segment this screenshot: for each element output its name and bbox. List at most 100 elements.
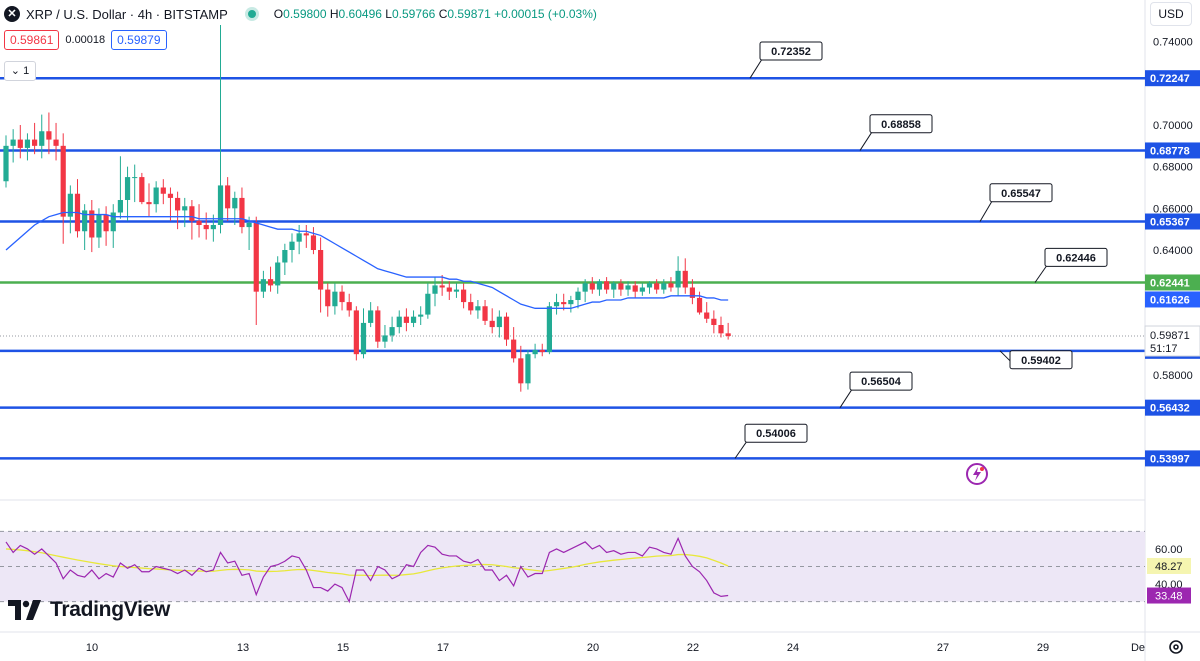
price-tick-label: 0.70000: [1153, 120, 1193, 132]
tradingview-logo-icon: [8, 600, 41, 620]
candle-body: [668, 283, 674, 288]
candle-body: [153, 187, 159, 205]
candle-body: [568, 300, 574, 305]
candle-body: [518, 358, 524, 384]
time-tick-label: 17: [437, 642, 449, 654]
candle-body: [439, 285, 445, 288]
candle-body: [303, 233, 309, 236]
time-tick-label: 22: [687, 642, 699, 654]
time-tick-label: 13: [237, 642, 249, 654]
level-price-tag: [1145, 274, 1200, 291]
lightning-icon[interactable]: [966, 463, 988, 485]
candle-body: [410, 316, 417, 323]
level-price-label: 0.53997: [1150, 453, 1190, 465]
level-price-label: 0.62441: [1150, 277, 1190, 289]
candle-body: [425, 293, 431, 315]
price-callout: [849, 371, 913, 391]
candle-body: [82, 210, 88, 232]
ohlc-open: 0.59800: [283, 7, 327, 21]
candle-body: [267, 279, 274, 286]
candle-body: [468, 302, 474, 311]
time-tick-label: 27: [937, 642, 949, 654]
level-price-tag: [1145, 70, 1200, 87]
currency-button[interactable]: USD: [1150, 2, 1192, 26]
price-callout: [744, 423, 808, 443]
candle-body: [203, 225, 209, 230]
ohlc-low: 0.59766: [391, 7, 436, 21]
price-callout: [759, 41, 823, 61]
level-price-label: 0.56432: [1150, 403, 1190, 415]
rsi-tick-label: 60.00: [1155, 544, 1183, 556]
countdown-label: 51:17: [1150, 343, 1178, 355]
price-callout-label: 0.72352: [771, 46, 811, 58]
symbol-title[interactable]: XRP / U.S. Dollar · 4h · BITSTAMP: [26, 6, 228, 22]
indicators-toggle-button[interactable]: ⌄ 1: [4, 61, 36, 81]
candle-body: [225, 185, 231, 209]
last-price-tag: [1144, 325, 1200, 357]
candle-body: [346, 302, 352, 311]
quote-panel: 0.59861 0.00018 0.59879: [4, 30, 167, 50]
candle-body: [632, 285, 638, 292]
candle-body: [553, 302, 560, 307]
ma-price-tag: [1145, 291, 1200, 308]
candle-body: [275, 262, 281, 286]
price-callout: [989, 183, 1053, 203]
price-callout-label: 0.54006: [756, 428, 796, 440]
ohlc-close: 0.59871: [447, 7, 491, 21]
candle-body: [418, 314, 424, 317]
candle-body: [453, 289, 460, 292]
ohlc-change: +0.00015 (+0.03%): [494, 7, 597, 21]
candle-body: [639, 287, 645, 292]
candle-body: [246, 222, 252, 228]
rsi-value-tag: [1147, 587, 1191, 604]
candle-body: [117, 200, 123, 213]
candle-body: [489, 320, 495, 328]
candle-body: [17, 139, 23, 148]
candle-body: [375, 310, 381, 342]
sell-button[interactable]: 0.59861: [4, 30, 60, 50]
candle-body: [689, 287, 695, 298]
candle-body: [139, 177, 145, 203]
candle-body: [511, 339, 517, 359]
price-callout-label: 0.62446: [1056, 252, 1096, 264]
candle-body: [32, 139, 38, 146]
candle-body: [46, 131, 52, 140]
candle-body: [10, 139, 16, 146]
candle-body: [253, 222, 259, 292]
candle-body: [53, 139, 59, 146]
level-price-label: 0.68778: [1150, 145, 1190, 157]
candle-body: [525, 354, 531, 384]
candle-body: [496, 316, 502, 328]
candle-body: [596, 281, 603, 290]
price-callout: [1044, 247, 1108, 267]
gear-icon[interactable]: [1166, 637, 1186, 657]
price-tick-label: 0.68000: [1153, 162, 1193, 174]
ohlc-low-label: L: [385, 7, 392, 21]
price-callout: [869, 114, 933, 134]
price-tick-label: 0.58000: [1153, 370, 1193, 382]
candle-body: [432, 285, 438, 294]
candle-body: [696, 297, 703, 313]
candle-body: [546, 306, 552, 353]
candle-body: [582, 283, 588, 292]
candle-body: [296, 233, 302, 242]
candle-body: [661, 283, 667, 290]
candle-body: [189, 206, 195, 221]
market-open-icon: [247, 10, 256, 18]
candle-body: [711, 318, 717, 325]
moving-average-line: [5, 211, 729, 309]
level-price-label: 0.72247: [1150, 73, 1190, 85]
tradingview-logo[interactable]: TradingView: [8, 598, 170, 622]
buy-button[interactable]: 0.59879: [111, 30, 167, 50]
candle-body: [725, 333, 731, 337]
candle-body: [332, 291, 338, 307]
time-tick-label: 29: [1037, 642, 1049, 654]
candle-body: [611, 283, 617, 290]
candle-body: [604, 281, 610, 290]
candle-body: [146, 202, 152, 205]
candle-body: [625, 285, 631, 290]
candle-body: [353, 310, 359, 355]
candle-body: [103, 214, 109, 232]
candle-body: [182, 206, 188, 211]
